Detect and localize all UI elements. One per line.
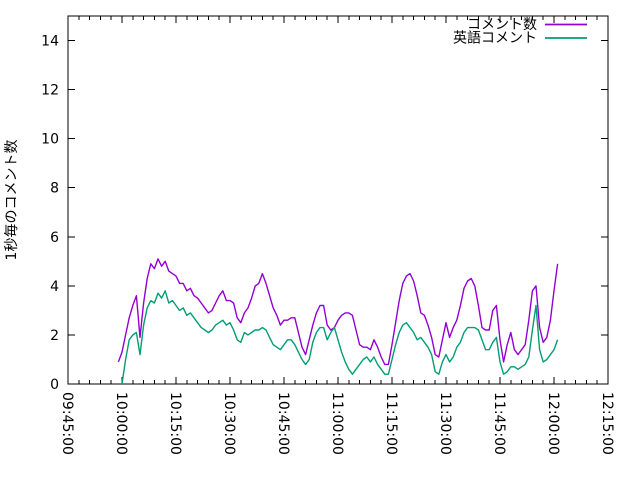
x-tick-label: 11:30:00 — [437, 392, 453, 455]
x-tick-label: 11:45:00 — [491, 392, 507, 455]
comment-count-line — [117, 258, 559, 366]
data-series — [117, 258, 559, 385]
y-tick-label: 8 — [50, 181, 59, 197]
y-tick-label: 14 — [41, 34, 59, 50]
axis-ticks — [67, 16, 609, 385]
legend-label-comment-count: コメント数 — [467, 17, 537, 33]
x-tick-label: 10:30:00 — [221, 392, 237, 455]
x-tick-label: 11:00:00 — [329, 392, 345, 455]
y-tick-label: 6 — [50, 230, 59, 246]
legend: コメント数 英語コメント — [453, 17, 587, 47]
y-tick-labels: 0 2 4 6 8 10 12 14 — [41, 34, 59, 394]
x-tick-label: 09:45:00 — [59, 392, 75, 455]
x-tick-label: 11:15:00 — [383, 392, 399, 455]
y-tick-label: 2 — [50, 328, 59, 344]
y-tick-label: 0 — [50, 377, 59, 393]
x-tick-label: 10:45:00 — [275, 392, 291, 455]
x-tick-label: 12:15:00 — [599, 392, 615, 455]
english-comment-line — [121, 290, 559, 385]
x-tick-label: 10:15:00 — [167, 392, 183, 455]
y-axis-title: 1秒毎のコメント数 — [4, 140, 20, 261]
y-tick-label: 10 — [41, 132, 59, 148]
y-tick-label: 12 — [41, 83, 59, 99]
x-tick-labels: 09:45:00 10:00:00 10:15:00 10:30:00 10:45:00… — [59, 392, 615, 455]
x-tick-label: 10:00:00 — [113, 392, 129, 455]
legend-label-english-comment: 英語コメント — [453, 30, 537, 47]
x-tick-label: 12:00:00 — [545, 392, 561, 455]
y-tick-label: 4 — [50, 279, 59, 295]
